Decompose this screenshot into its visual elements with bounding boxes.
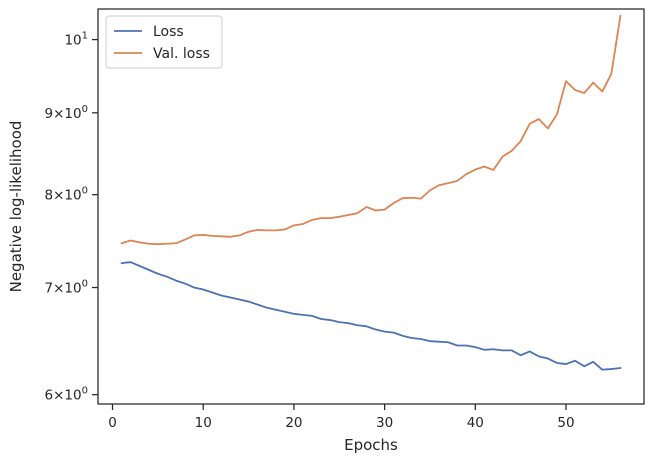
x-tick-label: 10 bbox=[195, 415, 212, 431]
loss-line bbox=[120, 261, 622, 371]
x-tick-label: 0 bbox=[108, 415, 117, 431]
y-tick-label: 101 bbox=[64, 31, 88, 49]
plot-frame bbox=[97, 8, 645, 405]
val-loss-line bbox=[120, 14, 622, 246]
legend-box bbox=[105, 15, 223, 69]
x-tick-label: 30 bbox=[376, 415, 393, 431]
x-axis-label: Epochs bbox=[344, 436, 398, 454]
x-tick-label: 40 bbox=[467, 415, 484, 431]
y-tick-label: 8×100 bbox=[45, 186, 88, 204]
legend: Loss Val. loss bbox=[105, 15, 223, 69]
y-tick-label: 7×100 bbox=[45, 279, 88, 297]
y-tick-label: 6×100 bbox=[45, 386, 88, 404]
x-tick-label: 20 bbox=[285, 415, 302, 431]
y-tick-label: 9×100 bbox=[45, 104, 88, 122]
legend-label-val-loss: Val. loss bbox=[153, 46, 210, 62]
legend-label-loss: Loss bbox=[153, 24, 184, 40]
x-tick-label: 50 bbox=[557, 415, 574, 431]
y-axis-label: Negative log-likelihood bbox=[7, 121, 25, 293]
